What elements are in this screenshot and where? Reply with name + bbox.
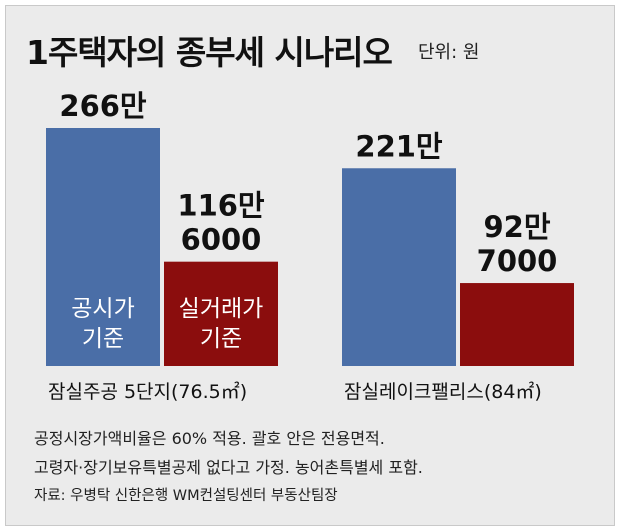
chart-title: 1주택자의 종부세 시나리오 bbox=[26, 33, 393, 72]
bar bbox=[164, 261, 278, 366]
notes: 공정시장가액비율은 60% 적용. 괄호 안은 전용면적. 고령자·장기보유특별… bbox=[34, 424, 594, 511]
note-line: 공정시장가액비율은 60% 적용. 괄호 안은 전용면적. bbox=[34, 429, 385, 448]
data-label: 7000 bbox=[477, 244, 558, 278]
series-label: 실거래가 bbox=[179, 296, 264, 322]
data-label: 266만 bbox=[59, 89, 147, 123]
unit-label: 단위: 원 bbox=[418, 42, 480, 63]
series-label: 기준 bbox=[200, 326, 242, 352]
category-label: 잠실주공 5단지(76.5㎡) bbox=[48, 380, 247, 403]
note-line: 고령자·장기보유특별공제 없다고 가정. 농어촌특별세 포함. bbox=[34, 458, 423, 477]
data-label: 221만 bbox=[355, 129, 443, 163]
bar bbox=[460, 283, 574, 366]
bar bbox=[342, 168, 456, 366]
bar bbox=[46, 128, 160, 366]
series-label: 공시가 bbox=[71, 296, 134, 322]
data-label: 116만 bbox=[177, 189, 265, 223]
category-label: 잠실레이크팰리스(84㎡) bbox=[344, 380, 542, 403]
series-label: 기준 bbox=[82, 326, 124, 352]
data-label: 92만 bbox=[483, 210, 550, 244]
source-note: 자료: 우병탁 신한은행 WM컨설팅센터 부동산팀장 bbox=[34, 488, 338, 504]
data-label: 6000 bbox=[181, 223, 262, 257]
